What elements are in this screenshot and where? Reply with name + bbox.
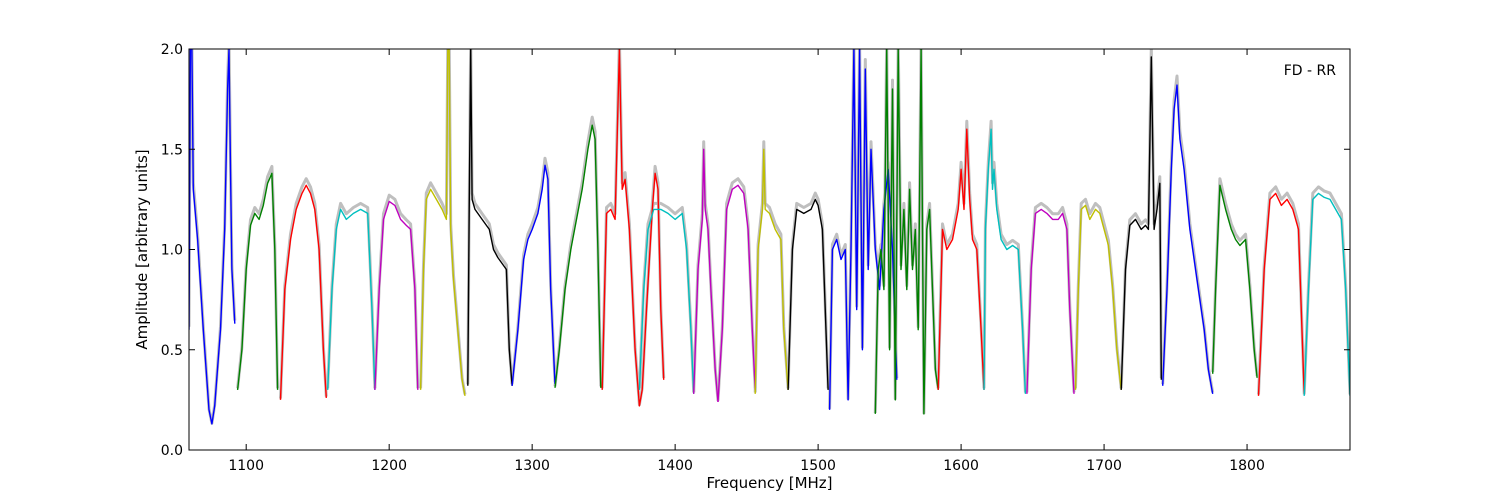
series-line-26: [1303, 192, 1350, 396]
series-line-24: [1212, 184, 1258, 378]
series-line-15: [787, 198, 829, 390]
series-line-4: [327, 208, 376, 390]
series-line-12: [693, 148, 719, 402]
series-line-8: [511, 164, 556, 386]
series-line-22: [1120, 56, 1163, 390]
y-tick-label: 0.5: [161, 343, 183, 359]
series-line-6: [419, 49, 466, 397]
annotation-label: FD - RR: [1284, 63, 1337, 79]
ticks-layer: 1100 1200 1300 1400 1500 1600 1700 1800 0.0 0.5 1.…: [161, 42, 1350, 474]
series-line-9: [554, 124, 602, 388]
x-tick-label: 1800: [1229, 458, 1265, 474]
series-line-21: [1074, 204, 1122, 390]
x-tick-label: 1400: [657, 458, 693, 474]
series-line-1: [189, 49, 236, 425]
series-line-23: [1162, 84, 1214, 395]
series-layer: [189, 49, 1350, 425]
y-tick-label: 1.0: [161, 243, 183, 259]
y-axis-title: Amplitude [arbitrary units]: [133, 149, 151, 349]
series-line-20: [1026, 208, 1075, 394]
series-line-5: [374, 200, 419, 390]
series-line-10: [601, 49, 665, 407]
x-tick-label: 1100: [228, 458, 264, 474]
y-tick-label: 2.0: [161, 42, 183, 58]
y-tick-label: 1.5: [161, 142, 183, 158]
x-tick-label: 1300: [514, 458, 550, 474]
x-tick-label: 1600: [943, 458, 979, 474]
series-line-2: [236, 172, 279, 390]
series-line-16: [828, 49, 898, 410]
series-line-19: [983, 128, 1027, 394]
y-tick-label: 0.0: [161, 443, 183, 459]
series-line-25: [1257, 192, 1305, 396]
series-line-17: [874, 49, 939, 415]
x-tick-label: 1700: [1086, 458, 1122, 474]
series-line-18: [937, 128, 985, 390]
series-line-3: [279, 184, 327, 400]
series-line-13: [717, 184, 756, 402]
x-axis-title: Frequency [MHz]: [706, 474, 832, 492]
x-tick-label: 1200: [371, 458, 407, 474]
series-line-14: [754, 148, 789, 394]
series-line-7: [467, 49, 513, 386]
reference-line-7: [466, 49, 514, 385]
x-tick-label: 1500: [800, 458, 836, 474]
series-line-11: [638, 208, 695, 394]
